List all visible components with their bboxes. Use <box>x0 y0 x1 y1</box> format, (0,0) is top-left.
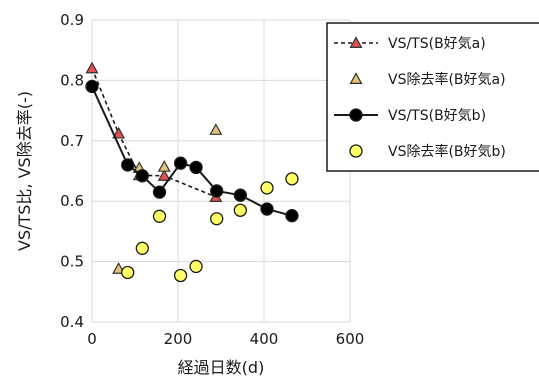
x-tick-label: 200 <box>164 330 193 348</box>
data-point <box>121 265 135 280</box>
data-point <box>210 184 224 198</box>
series-layer <box>85 61 299 283</box>
y-tick-label: 0.4 <box>60 313 84 331</box>
x-tick-label: 400 <box>250 330 279 348</box>
data-point <box>157 169 171 181</box>
legend-label: VS/TS(B好気a) <box>388 36 486 52</box>
data-point <box>233 203 248 217</box>
data-point <box>285 172 299 186</box>
data-point <box>121 158 135 172</box>
data-point <box>209 123 223 135</box>
legend-marker <box>349 36 363 49</box>
data-point <box>135 169 149 183</box>
x-axis-label: 経過日数(d) <box>178 358 265 377</box>
data-point <box>189 160 203 175</box>
legend-marker <box>349 108 363 122</box>
series-line <box>91 86 293 217</box>
data-point <box>260 181 274 195</box>
y-tick-label: 0.8 <box>60 71 84 89</box>
data-point <box>135 241 149 255</box>
legend-label: VS除去率(B好気b) <box>388 143 506 160</box>
data-point <box>260 202 274 216</box>
y-axis-label: VS/TS比, VS除去率(-) <box>15 91 34 251</box>
y-tick-label: 0.5 <box>60 253 84 271</box>
x-tick-label: 600 <box>336 330 365 348</box>
data-point <box>233 188 248 202</box>
y-tick-label: 0.9 <box>60 11 84 29</box>
data-point <box>189 259 203 274</box>
axes: 0.4 0.5 0.6 0.7 0.8 0.9 0 200 400 600 <box>60 11 364 348</box>
data-point <box>173 156 188 170</box>
series-2 <box>85 79 299 223</box>
legend: VS/TS(B好気a) VS除去率(B好気a) VS/TS(B好気b) VS除去率(B… <box>326 22 539 172</box>
legend-marker <box>349 144 363 158</box>
data-point <box>85 61 99 74</box>
data-point <box>112 126 126 139</box>
data-point <box>173 268 188 283</box>
data-point <box>157 160 171 172</box>
x-tick-label: 0 <box>87 330 97 348</box>
data-point <box>152 185 167 199</box>
data-point <box>85 79 99 94</box>
legend-label: VS/TS(B好気b) <box>388 108 486 124</box>
y-tick-label: 0.7 <box>60 132 84 150</box>
legend-label: VS除去率(B好気a) <box>388 71 506 88</box>
legend-marker <box>349 72 363 85</box>
y-tick-label: 0.6 <box>60 192 84 210</box>
series-3 <box>121 172 299 283</box>
data-point <box>210 212 224 226</box>
data-point <box>285 209 299 223</box>
data-point <box>152 209 167 223</box>
